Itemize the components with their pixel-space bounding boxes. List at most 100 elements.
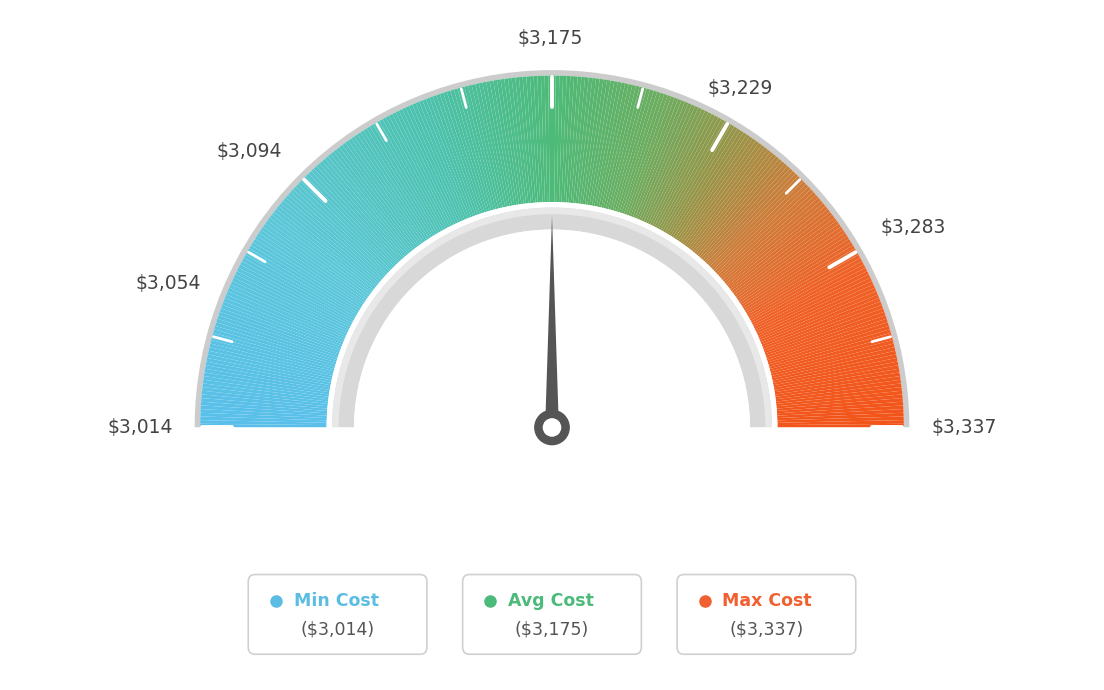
Wedge shape (232, 277, 348, 334)
Wedge shape (203, 376, 329, 397)
Wedge shape (763, 302, 882, 349)
Wedge shape (733, 217, 837, 295)
Wedge shape (436, 94, 480, 215)
Wedge shape (265, 221, 370, 297)
Wedge shape (367, 126, 435, 236)
Wedge shape (332, 208, 772, 428)
Wedge shape (571, 77, 585, 203)
Wedge shape (408, 105, 463, 221)
Wedge shape (672, 130, 744, 239)
Text: Avg Cost: Avg Cost (508, 591, 594, 610)
Wedge shape (755, 275, 870, 331)
Wedge shape (746, 248, 857, 315)
Wedge shape (635, 100, 684, 219)
Wedge shape (590, 81, 614, 206)
Wedge shape (641, 105, 696, 221)
Wedge shape (201, 398, 328, 411)
Polygon shape (545, 216, 559, 428)
Wedge shape (587, 80, 611, 205)
Wedge shape (220, 308, 340, 353)
Wedge shape (760, 291, 878, 342)
Wedge shape (330, 152, 412, 253)
Wedge shape (490, 81, 514, 206)
Wedge shape (657, 116, 719, 229)
Wedge shape (628, 97, 675, 216)
Wedge shape (373, 123, 439, 233)
Wedge shape (328, 154, 411, 254)
Wedge shape (660, 119, 724, 231)
Wedge shape (581, 79, 599, 204)
Wedge shape (423, 99, 471, 218)
Wedge shape (622, 93, 665, 214)
Wedge shape (420, 100, 469, 219)
Wedge shape (698, 159, 782, 257)
Wedge shape (735, 224, 841, 299)
Wedge shape (214, 326, 337, 364)
Wedge shape (253, 239, 362, 308)
Wedge shape (486, 81, 512, 206)
Wedge shape (395, 110, 454, 226)
Wedge shape (304, 176, 394, 268)
Wedge shape (753, 268, 867, 327)
Wedge shape (213, 329, 336, 367)
Wedge shape (777, 402, 903, 413)
Wedge shape (728, 206, 828, 288)
Wedge shape (210, 344, 333, 376)
Wedge shape (773, 354, 896, 383)
Wedge shape (333, 150, 414, 251)
Wedge shape (774, 362, 899, 388)
Wedge shape (300, 179, 393, 270)
Wedge shape (757, 281, 873, 336)
Wedge shape (363, 128, 433, 237)
Wedge shape (608, 87, 643, 210)
Wedge shape (771, 344, 894, 376)
Wedge shape (752, 264, 866, 325)
Wedge shape (296, 184, 390, 273)
Wedge shape (725, 203, 826, 286)
Wedge shape (465, 86, 498, 209)
Wedge shape (756, 277, 872, 334)
Wedge shape (774, 368, 900, 392)
Wedge shape (227, 288, 346, 340)
Wedge shape (382, 117, 446, 230)
Wedge shape (234, 275, 349, 331)
Wedge shape (259, 230, 365, 303)
Wedge shape (684, 143, 762, 246)
Wedge shape (606, 86, 639, 209)
Wedge shape (630, 98, 678, 217)
Wedge shape (319, 161, 405, 258)
Wedge shape (774, 365, 899, 390)
Wedge shape (204, 368, 330, 392)
Wedge shape (223, 298, 342, 346)
Wedge shape (405, 106, 460, 222)
Wedge shape (763, 305, 883, 351)
Wedge shape (777, 409, 903, 418)
Wedge shape (505, 79, 523, 204)
Wedge shape (658, 117, 722, 230)
Wedge shape (742, 239, 851, 308)
Wedge shape (744, 242, 853, 310)
Wedge shape (596, 83, 625, 207)
Wedge shape (549, 76, 552, 202)
Wedge shape (231, 281, 347, 336)
Wedge shape (280, 200, 380, 284)
Wedge shape (751, 262, 863, 323)
Wedge shape (652, 112, 712, 226)
FancyBboxPatch shape (677, 575, 856, 654)
Circle shape (534, 410, 570, 445)
Wedge shape (212, 333, 335, 369)
Wedge shape (251, 242, 360, 310)
Wedge shape (241, 262, 353, 323)
Wedge shape (447, 90, 487, 213)
Wedge shape (215, 322, 337, 362)
Wedge shape (205, 362, 330, 388)
Wedge shape (739, 230, 845, 303)
Wedge shape (772, 351, 896, 381)
Wedge shape (203, 380, 329, 400)
Wedge shape (766, 315, 887, 358)
Wedge shape (237, 268, 351, 327)
Wedge shape (201, 405, 327, 415)
Wedge shape (205, 365, 330, 390)
Wedge shape (594, 82, 622, 206)
Wedge shape (573, 77, 588, 204)
